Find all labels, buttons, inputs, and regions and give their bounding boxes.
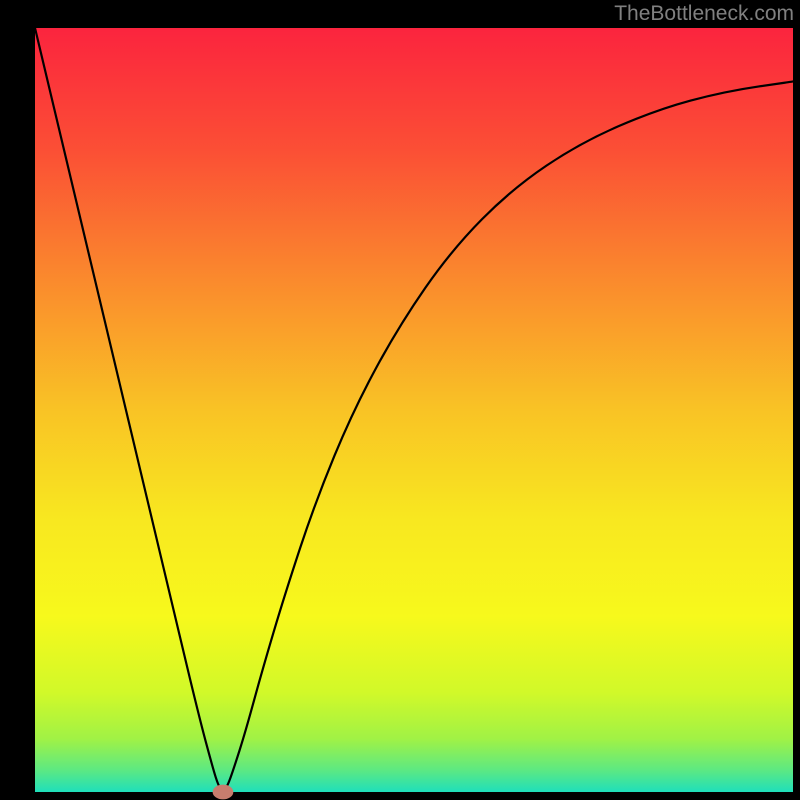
watermark-text: TheBottleneck.com	[614, 2, 794, 26]
bottleneck-chart-svg	[0, 0, 800, 800]
plot-background	[35, 28, 793, 792]
optimum-marker	[213, 785, 233, 799]
chart-canvas: TheBottleneck.com	[0, 0, 800, 800]
